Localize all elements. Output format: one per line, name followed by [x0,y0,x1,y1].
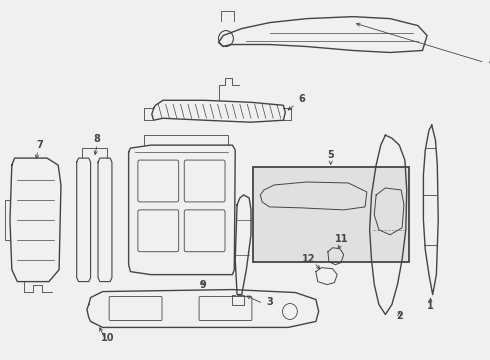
Text: 6: 6 [298,94,305,104]
Text: 10: 10 [100,333,114,343]
Text: 1: 1 [426,301,433,311]
Text: 4: 4 [489,58,490,67]
Text: 7: 7 [36,140,43,150]
Text: 2: 2 [396,311,403,321]
Text: 8: 8 [94,134,100,144]
Bar [253,167,409,262]
Text: 12: 12 [302,254,315,264]
Text: 9: 9 [199,280,206,289]
Text: 3: 3 [266,297,273,306]
Text: 11: 11 [335,234,348,244]
Text: 5: 5 [327,150,334,160]
